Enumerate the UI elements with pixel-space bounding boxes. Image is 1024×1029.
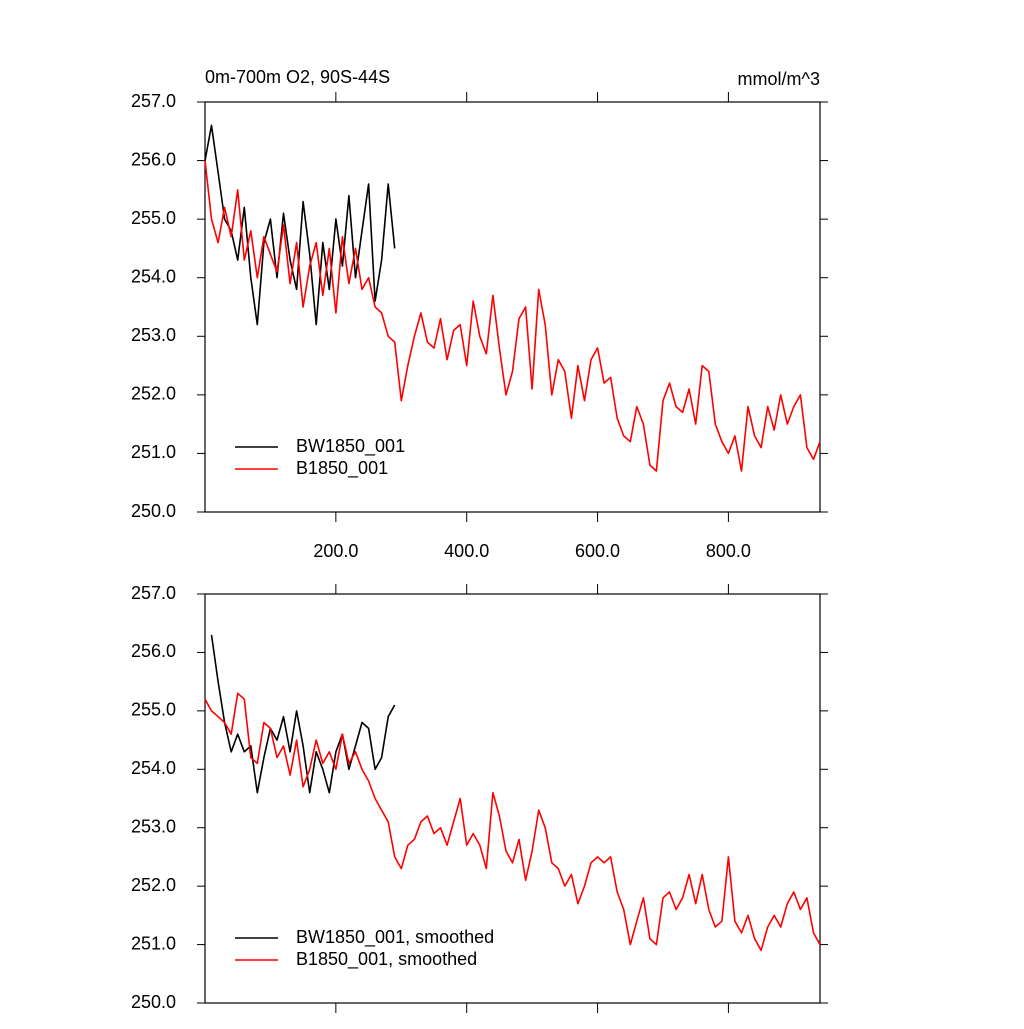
y-tick-label: 257.0 [131, 91, 176, 111]
legend-label: BW1850_001 [296, 436, 405, 457]
y-tick-label: 253.0 [131, 816, 176, 836]
y-tick-label: 250.0 [131, 501, 176, 521]
x-tick-label: 400.0 [444, 541, 489, 561]
y-tick-label: 251.0 [131, 933, 176, 953]
y-tick-label: 253.0 [131, 325, 176, 345]
y-tick-label: 256.0 [131, 641, 176, 661]
y-tick-label: 252.0 [131, 875, 176, 895]
x-tick-label: 600.0 [575, 541, 620, 561]
y-tick-label: 251.0 [131, 442, 176, 462]
y-tick-label: 250.0 [131, 992, 176, 1012]
units-label: mmol/m^3 [738, 69, 820, 89]
y-tick-label: 256.0 [131, 149, 176, 169]
y-tick-label: 252.0 [131, 384, 176, 404]
y-tick-label: 254.0 [131, 266, 176, 286]
y-tick-label: 255.0 [131, 208, 176, 228]
legend-label: BW1850_001, smoothed [296, 927, 494, 948]
y-tick-label: 255.0 [131, 700, 176, 720]
y-tick-label: 254.0 [131, 758, 176, 778]
data-line [204, 692, 821, 952]
x-tick-label: 800.0 [706, 541, 751, 561]
data-line [204, 160, 821, 472]
legend-label: B1850_001 [296, 458, 388, 479]
chart-title: 0m-700m O2, 90S-44S [205, 67, 390, 87]
y-tick-label: 257.0 [131, 583, 176, 603]
data-line [210, 634, 396, 794]
x-tick-label: 200.0 [313, 541, 358, 561]
plot-frame [204, 593, 821, 1004]
plot-frame [204, 101, 821, 513]
data-line [204, 124, 396, 326]
legend-label: B1850_001, smoothed [296, 949, 477, 970]
